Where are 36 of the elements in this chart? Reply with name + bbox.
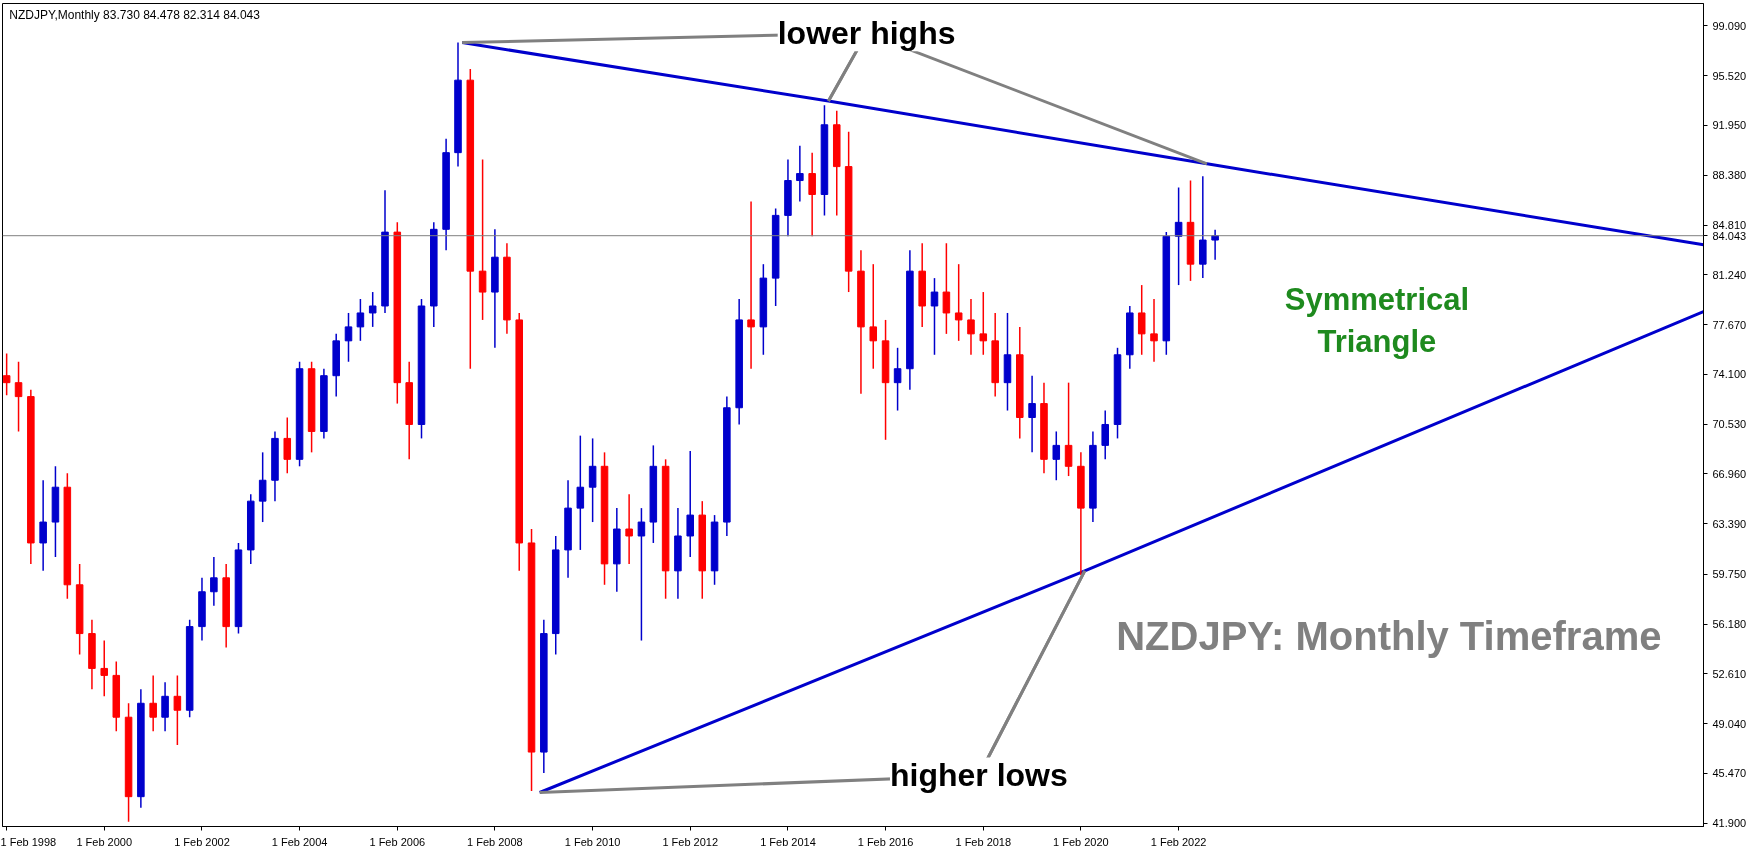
x-tick-label: 1 Feb 2008 bbox=[467, 835, 523, 848]
y-tick-label: 63.390 bbox=[1712, 517, 1747, 530]
x-tick-label: 1 Feb 2014 bbox=[760, 835, 816, 848]
y-tick-label: 70.530 bbox=[1712, 418, 1747, 431]
x-tick-label: 1 Feb 2002 bbox=[174, 835, 230, 848]
y-tick-label: 59.750 bbox=[1712, 568, 1747, 581]
x-tick-label: 1 Feb 2020 bbox=[1053, 835, 1109, 848]
x-tick-label: 1 Feb 2004 bbox=[271, 835, 328, 848]
annotation: lower highs bbox=[777, 15, 956, 52]
x-tick-label: 1 Feb 2012 bbox=[662, 835, 719, 848]
y-tick-label: 91.950 bbox=[1712, 119, 1747, 132]
y-tick-label: 77.670 bbox=[1712, 318, 1747, 331]
y-tick-label: 49.040 bbox=[1712, 717, 1747, 730]
x-tick-label: 1 Feb 2010 bbox=[564, 835, 621, 848]
y-tick-label: 66.960 bbox=[1712, 467, 1747, 480]
x-tick-label: 1 Feb 2006 bbox=[369, 835, 426, 848]
x-tick-label: 1 Feb 2018 bbox=[955, 835, 1012, 848]
y-tick-label: 41.900 bbox=[1712, 817, 1747, 830]
y-tick-label: 45.470 bbox=[1712, 767, 1747, 780]
annotation: higher lows bbox=[889, 757, 1068, 794]
y-tick-label: 74.100 bbox=[1712, 368, 1747, 381]
y-tick-label: 56.180 bbox=[1712, 618, 1747, 631]
y-tick-label: 88.380 bbox=[1712, 169, 1747, 182]
x-tick-label: 1 Feb 2000 bbox=[76, 835, 133, 848]
x-tick-label: 1 Feb 2016 bbox=[857, 835, 914, 848]
x-tick-label: 1 Feb 2022 bbox=[1150, 835, 1207, 848]
y-tick-label: 99.090 bbox=[1712, 19, 1747, 32]
y-tick-label: 95.520 bbox=[1712, 69, 1747, 82]
y-tick-label: 81.240 bbox=[1712, 268, 1747, 281]
x-tick-label: 1 Feb 1998 bbox=[0, 835, 57, 848]
y-tick-label: 84.810 bbox=[1712, 219, 1747, 231]
y-tick-label: 52.610 bbox=[1712, 667, 1747, 680]
annotation: NZDJPY: Monthly Timeframe bbox=[1116, 613, 1662, 658]
annotation: Symmetrical Triangle bbox=[1284, 281, 1470, 359]
annotation: NZDJPY,Monthly 83.730 84.478 82.314 84.043 bbox=[9, 7, 261, 22]
ref-line-label: 84.043 bbox=[1712, 229, 1747, 242]
